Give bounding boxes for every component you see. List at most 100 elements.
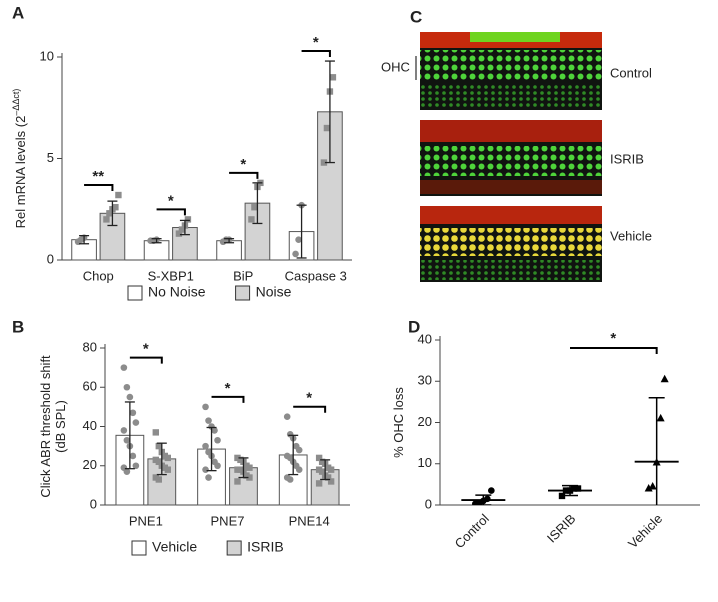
x-tick-label: S-XBP1 [148, 268, 194, 283]
significance-bracket [84, 184, 114, 192]
data-point [184, 216, 192, 223]
y-axis-label-text: % OHC loss [391, 387, 406, 458]
data-point [484, 495, 491, 503]
significance-label: * [168, 192, 174, 209]
data-point [202, 466, 209, 473]
panel-letter: B [12, 317, 24, 336]
x-tick-label: BiP [233, 268, 253, 283]
data-point [644, 484, 653, 492]
micrograph [420, 206, 602, 282]
y-tick-label: 0 [425, 496, 432, 511]
significance-bracket [129, 356, 163, 364]
data-point [205, 474, 212, 481]
significance-label: * [225, 380, 231, 397]
legend-swatch [226, 540, 242, 556]
data-point [126, 393, 134, 401]
significance-label: * [610, 330, 616, 347]
data-point [248, 216, 255, 223]
data-point [234, 478, 241, 485]
data-point [570, 485, 578, 492]
data-point [155, 442, 162, 450]
plot-area [461, 374, 679, 505]
data-point [155, 458, 162, 466]
significance-bracket [211, 395, 245, 403]
y-axis-label: Rel mRNA levels (2–ΔΔct) [11, 89, 28, 229]
significance-label: * [240, 156, 246, 173]
data-point [315, 454, 323, 462]
data-point [112, 204, 119, 211]
bar [143, 240, 170, 261]
y-tick-label: 40 [83, 418, 97, 433]
y-tick-label: 30 [418, 373, 432, 388]
legend-label: ISRIB [247, 539, 284, 555]
significance-bracket [229, 171, 259, 179]
data-point [329, 74, 337, 81]
data-point [155, 476, 162, 483]
data-point [106, 210, 113, 217]
data-point [115, 191, 122, 199]
data-point [315, 480, 323, 487]
y-axis-label-line: (dB SPL) [53, 400, 68, 453]
data-point [574, 485, 582, 492]
legend-swatch [235, 285, 251, 301]
data-point [123, 383, 131, 391]
data-point [202, 442, 209, 450]
row-label: Vehicle [610, 228, 652, 243]
x-tick-label: ISRIB [544, 511, 579, 546]
x-tick-label: PNE1 [129, 513, 163, 528]
y-axis-label-text: Rel mRNA levels (2 [13, 116, 28, 229]
x-tick-label: PNE7 [211, 513, 245, 528]
data-point [123, 436, 131, 444]
significance-label: * [313, 34, 319, 51]
bar [229, 467, 258, 506]
legend-swatch [127, 285, 143, 301]
data-point [295, 446, 303, 454]
panel-letter: C [410, 7, 422, 26]
x-tick-label: Control [452, 511, 492, 551]
data-point [648, 481, 657, 490]
data-point [123, 468, 131, 475]
data-point [292, 250, 299, 258]
data-point [214, 462, 221, 470]
data-point [295, 466, 303, 473]
data-point [246, 464, 253, 471]
x-tick-label: Caspase 3 [285, 268, 347, 283]
y-tick-label: 60 [83, 379, 97, 394]
significance-label: ** [92, 168, 104, 185]
data-point [656, 413, 665, 422]
data-point [246, 474, 253, 481]
data-point [295, 236, 302, 243]
significance-bracket [156, 208, 186, 216]
data-point [132, 462, 140, 470]
y-axis-label-superscript: –ΔΔct) [11, 89, 21, 116]
y-axis-label: Click ABR threshold shift(dB SPL) [38, 355, 68, 498]
y-tick-label: 10 [40, 48, 54, 63]
data-point [327, 478, 335, 485]
data-point [286, 476, 294, 483]
y-tick-label: 0 [90, 496, 97, 511]
data-point [120, 364, 128, 371]
legend-label: Noise [256, 284, 292, 300]
data-point [103, 216, 110, 223]
legend-label: No Noise [148, 284, 206, 300]
y-tick-label: 0 [47, 251, 54, 266]
data-point [129, 452, 137, 460]
y-tick-label: 10 [418, 455, 432, 470]
y-tick-label: 20 [418, 414, 432, 429]
data-point [318, 468, 326, 475]
data-point [152, 429, 159, 436]
data-point [324, 474, 332, 481]
row-label: Control [610, 65, 652, 80]
data-point [164, 454, 171, 462]
significance-bracket [570, 347, 658, 354]
data-point [251, 204, 258, 211]
data-point [178, 226, 186, 233]
significance-label: * [306, 390, 312, 407]
significance-bracket [293, 405, 327, 413]
significance-label: * [143, 341, 149, 358]
micrograph [420, 120, 602, 196]
y-axis-label: % OHC loss [391, 387, 406, 458]
data-point [175, 230, 183, 237]
y-tick-label: 40 [418, 331, 432, 346]
